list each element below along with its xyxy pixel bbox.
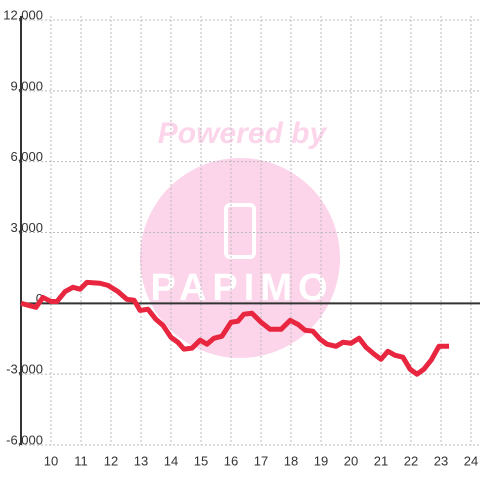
x-tick-label: 20 [344,453,358,468]
x-tick-label: 10 [44,453,58,468]
y-tick-label: 6,000 [10,149,43,164]
x-tick-label: 16 [224,453,238,468]
x-tick-label: 14 [164,453,178,468]
x-tick-label: 17 [254,453,268,468]
x-tick-label: 11 [74,453,88,468]
watermark: Powered by PAPIMO [140,117,340,358]
x-tick-label: 13 [134,453,148,468]
watermark-logo: PAPIMO [150,267,333,309]
x-tick-label: 18 [284,453,298,468]
data-line [20,279,450,377]
watermark-text: Powered by [158,117,328,150]
x-tick-label: 19 [314,453,328,468]
x-tick-label: 23 [434,453,448,468]
x-tick-label: 22 [404,453,418,468]
y-tick-label: 3,000 [10,220,43,235]
watermark-icon [224,203,256,259]
y-tick-label: 9,000 [10,78,43,93]
y-tick-label: -6,000 [6,432,43,447]
x-tick-label: 15 [194,453,208,468]
x-tick-label: 12 [104,453,118,468]
y-tick-label: 12,000 [3,7,43,22]
x-tick-label: 21 [374,453,388,468]
x-tick-label: 24 [464,453,478,468]
y-tick-label: -3,000 [6,362,43,377]
